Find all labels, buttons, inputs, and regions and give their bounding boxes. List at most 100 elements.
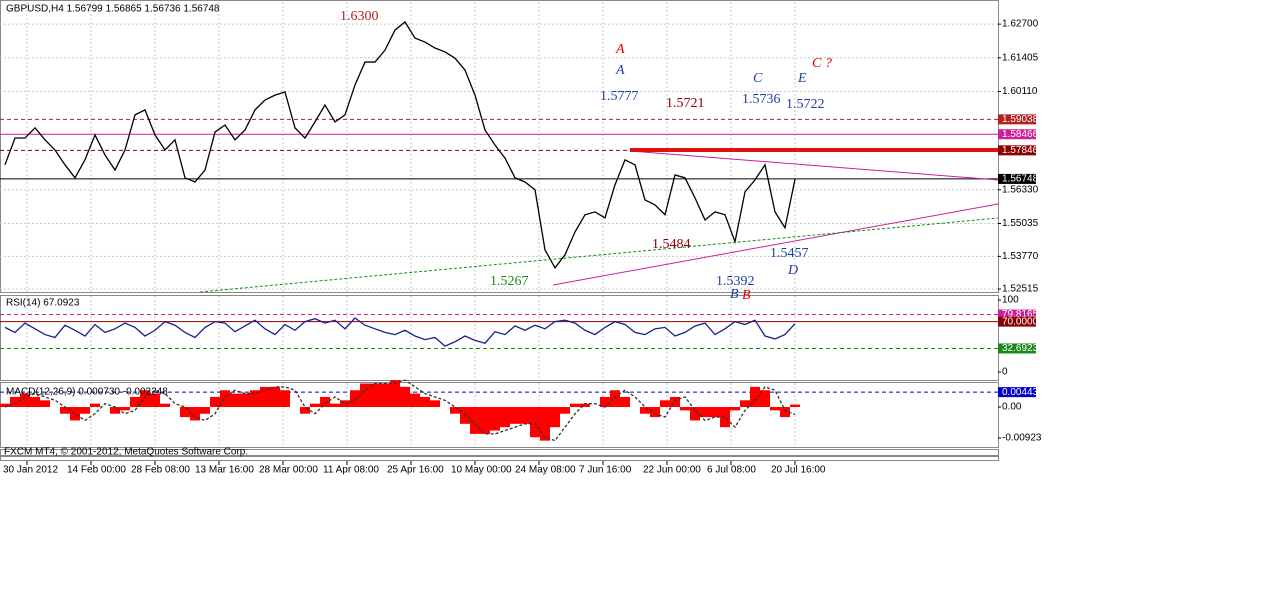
y-tick-label: 1.60110 xyxy=(1002,86,1038,97)
series-line xyxy=(4,379,796,442)
histogram-bar xyxy=(550,407,560,428)
wave-annotation: D xyxy=(787,263,798,278)
wave-annotation: A xyxy=(615,42,625,57)
wave-annotation: 1.5777 xyxy=(600,89,639,104)
level-label: 79.8165 xyxy=(1002,309,1039,320)
y-tick-label: 100 xyxy=(1002,295,1019,306)
histogram-bar xyxy=(320,396,330,408)
x-tick-label: 14 Feb 00:00 xyxy=(67,465,126,476)
histogram-bar xyxy=(90,403,100,408)
price-frame xyxy=(0,0,999,293)
histogram-bar xyxy=(690,407,700,421)
x-tick-label: 6 Jul 08:00 xyxy=(707,465,756,476)
histogram-bar xyxy=(80,407,90,414)
histogram-bar xyxy=(140,390,150,408)
rsi-frame xyxy=(0,295,999,381)
histogram-bar xyxy=(10,396,20,408)
x-tick-label: 13 Mar 16:00 xyxy=(195,465,254,476)
histogram-bar xyxy=(650,407,660,418)
histogram-bar xyxy=(300,407,310,414)
histogram-bar xyxy=(120,407,130,411)
histogram-bar xyxy=(360,383,370,408)
level-label-box xyxy=(998,114,1036,125)
histogram-bar xyxy=(110,407,120,414)
resistance-band xyxy=(630,148,998,152)
histogram-bar xyxy=(250,390,260,408)
wave-annotation: A xyxy=(615,63,625,78)
level-label: 32.6923 xyxy=(1002,343,1039,354)
histogram-bar xyxy=(510,407,520,424)
histogram-bar xyxy=(130,396,140,408)
wave-annotation: 1.5392 xyxy=(716,274,755,289)
level-label-box xyxy=(998,343,1036,354)
histogram-bar xyxy=(680,407,690,411)
histogram-bar xyxy=(710,407,720,418)
histogram-bar xyxy=(460,407,470,424)
histogram-bar xyxy=(450,407,460,414)
level-label: 1.59038 xyxy=(1002,114,1039,125)
histogram-bar xyxy=(220,390,230,408)
level-label: 70.0000 xyxy=(1002,316,1039,327)
y-tick-label: 1.61405 xyxy=(1002,52,1039,63)
histogram-bar xyxy=(700,407,710,418)
wave-annotation: C xyxy=(753,71,763,86)
y-tick-label: 1.55035 xyxy=(1002,218,1039,229)
histogram-bar xyxy=(150,393,160,408)
wave-annotation: 1.5457 xyxy=(770,246,809,261)
histogram-bar xyxy=(270,386,280,408)
histogram-bar xyxy=(610,390,620,408)
wave-annotation: E xyxy=(797,71,807,86)
level-label-box xyxy=(998,309,1036,320)
wave-annotation: 1.5736 xyxy=(742,92,781,107)
x-tick-label: 7 Jun 16:00 xyxy=(579,465,632,476)
wave-annotation: 1.5484 xyxy=(652,237,691,252)
histogram-bar xyxy=(60,407,70,414)
trend-line xyxy=(629,150,999,181)
histogram-bar xyxy=(70,407,80,421)
wave-annotation: B xyxy=(730,287,739,302)
histogram-bar xyxy=(280,390,290,408)
x-tick-label: 20 Jul 16:00 xyxy=(771,465,826,476)
wave-annotation: 1.5721 xyxy=(666,96,705,111)
x-tick-label: 30 Jan 2012 xyxy=(3,465,58,476)
histogram-bar xyxy=(740,400,750,408)
histogram-bar xyxy=(720,407,730,428)
y-tick-label: 1.56330 xyxy=(1002,184,1039,195)
macd-frame xyxy=(0,382,999,448)
y-tick-label: 1.53770 xyxy=(1002,251,1039,262)
level-label-box xyxy=(998,387,1036,398)
histogram-bar xyxy=(480,407,490,434)
histogram-bar xyxy=(540,407,550,441)
histogram-bar xyxy=(160,403,170,408)
histogram-bar xyxy=(390,380,400,408)
chart-title: GBPUSD,H4 1.56799 1.56865 1.56736 1.5674… xyxy=(6,4,220,15)
level-label: 1.56748 xyxy=(1002,174,1039,185)
histogram-bar xyxy=(520,407,530,424)
scroll-bar xyxy=(0,449,999,456)
trend-line xyxy=(552,203,999,286)
x-tick-label: 10 May 00:00 xyxy=(451,465,512,476)
level-label-box xyxy=(998,173,1036,184)
level-label: 1.58466 xyxy=(1002,129,1039,140)
y-tick-label: 1.52515 xyxy=(1002,284,1039,295)
histogram-bar xyxy=(750,386,760,408)
histogram-bar xyxy=(640,407,650,414)
level-label: 1.57846 xyxy=(1002,145,1039,156)
histogram-bar xyxy=(0,403,10,408)
histogram-bar xyxy=(210,396,220,408)
wave-annotation: 1.5267 xyxy=(490,274,529,289)
x-tick-label: 25 Apr 16:00 xyxy=(387,465,444,476)
level-label-box xyxy=(998,316,1036,327)
histogram-bar xyxy=(310,403,320,408)
histogram-bar xyxy=(470,407,480,434)
histogram-bar xyxy=(620,396,630,408)
histogram-bar xyxy=(780,407,790,418)
histogram-bar xyxy=(790,404,800,408)
wave-annotation: B xyxy=(742,288,751,303)
histogram-bar xyxy=(670,396,680,408)
histogram-bar xyxy=(660,400,670,408)
rsi-title: RSI(14) 67.0923 xyxy=(6,298,80,309)
histogram-bar xyxy=(420,396,430,408)
histogram-bar xyxy=(570,403,580,408)
y-tick-label: 0 xyxy=(1002,367,1008,378)
